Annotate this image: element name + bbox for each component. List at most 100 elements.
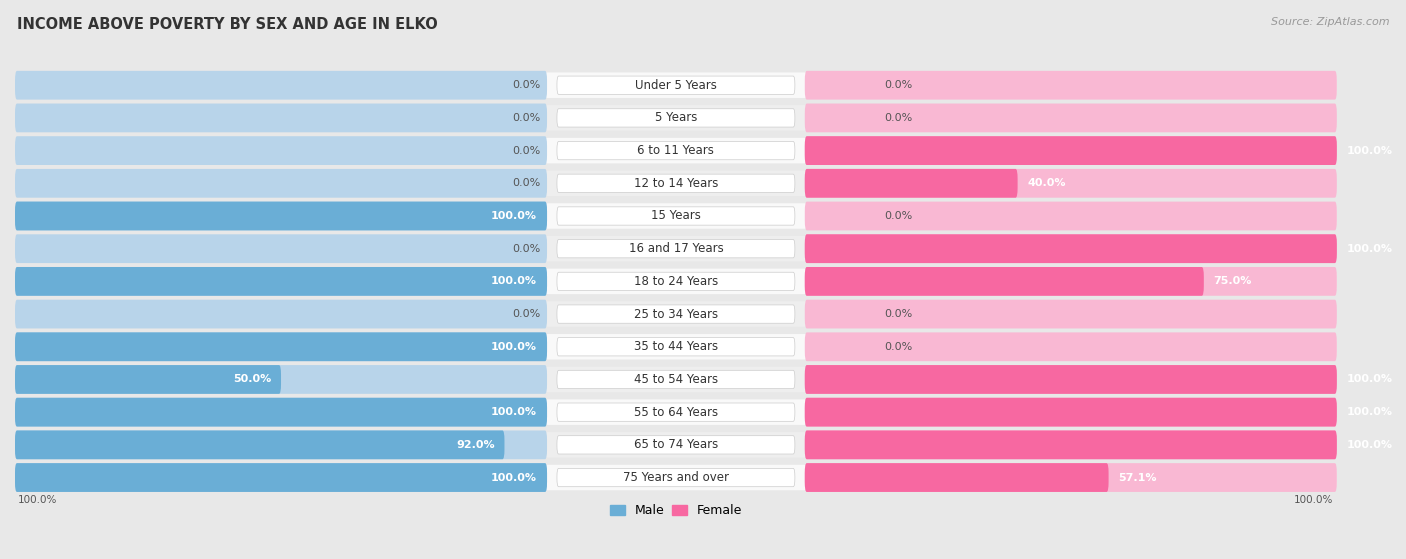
- Text: 0.0%: 0.0%: [884, 342, 912, 352]
- FancyBboxPatch shape: [15, 136, 547, 165]
- Text: 6 to 11 Years: 6 to 11 Years: [637, 144, 714, 157]
- FancyBboxPatch shape: [804, 169, 1018, 198]
- FancyBboxPatch shape: [15, 333, 547, 361]
- FancyBboxPatch shape: [15, 236, 1337, 262]
- FancyBboxPatch shape: [15, 202, 547, 230]
- FancyBboxPatch shape: [15, 103, 547, 132]
- Text: 15 Years: 15 Years: [651, 210, 700, 222]
- FancyBboxPatch shape: [15, 170, 1337, 196]
- FancyBboxPatch shape: [557, 76, 794, 94]
- Text: 0.0%: 0.0%: [512, 145, 540, 155]
- FancyBboxPatch shape: [804, 267, 1204, 296]
- Text: 0.0%: 0.0%: [512, 80, 540, 90]
- Text: 57.1%: 57.1%: [1119, 472, 1157, 482]
- FancyBboxPatch shape: [15, 169, 547, 198]
- Text: 100.0%: 100.0%: [1347, 375, 1393, 385]
- FancyBboxPatch shape: [804, 463, 1108, 492]
- FancyBboxPatch shape: [804, 430, 1337, 459]
- Text: 0.0%: 0.0%: [884, 309, 912, 319]
- Text: 0.0%: 0.0%: [512, 309, 540, 319]
- FancyBboxPatch shape: [557, 338, 794, 356]
- Text: 100.0%: 100.0%: [1347, 440, 1393, 450]
- FancyBboxPatch shape: [15, 105, 1337, 131]
- FancyBboxPatch shape: [15, 202, 547, 230]
- Text: 75.0%: 75.0%: [1213, 276, 1253, 286]
- FancyBboxPatch shape: [15, 300, 547, 329]
- FancyBboxPatch shape: [15, 367, 1337, 392]
- FancyBboxPatch shape: [804, 398, 1337, 427]
- FancyBboxPatch shape: [15, 203, 1337, 229]
- FancyBboxPatch shape: [804, 398, 1337, 427]
- Text: INCOME ABOVE POVERTY BY SEX AND AGE IN ELKO: INCOME ABOVE POVERTY BY SEX AND AGE IN E…: [17, 17, 437, 32]
- FancyBboxPatch shape: [15, 365, 281, 394]
- Text: 40.0%: 40.0%: [1028, 178, 1066, 188]
- FancyBboxPatch shape: [804, 71, 1337, 100]
- FancyBboxPatch shape: [15, 398, 547, 427]
- FancyBboxPatch shape: [804, 234, 1337, 263]
- Text: 18 to 24 Years: 18 to 24 Years: [634, 275, 718, 288]
- Text: 100.0%: 100.0%: [1294, 495, 1333, 505]
- Legend: Male, Female: Male, Female: [605, 499, 747, 522]
- FancyBboxPatch shape: [557, 305, 794, 323]
- FancyBboxPatch shape: [804, 365, 1337, 394]
- Text: 35 to 44 Years: 35 to 44 Years: [634, 340, 718, 353]
- FancyBboxPatch shape: [15, 334, 1337, 359]
- FancyBboxPatch shape: [804, 300, 1337, 329]
- FancyBboxPatch shape: [557, 141, 794, 160]
- FancyBboxPatch shape: [557, 435, 794, 454]
- Text: 0.0%: 0.0%: [512, 178, 540, 188]
- FancyBboxPatch shape: [15, 432, 1337, 458]
- FancyBboxPatch shape: [804, 136, 1337, 165]
- FancyBboxPatch shape: [15, 430, 505, 459]
- Text: Under 5 Years: Under 5 Years: [636, 79, 717, 92]
- Text: 45 to 54 Years: 45 to 54 Years: [634, 373, 718, 386]
- FancyBboxPatch shape: [15, 73, 1337, 98]
- FancyBboxPatch shape: [15, 365, 547, 394]
- Text: 100.0%: 100.0%: [1347, 145, 1393, 155]
- Text: Source: ZipAtlas.com: Source: ZipAtlas.com: [1271, 17, 1389, 27]
- FancyBboxPatch shape: [804, 463, 1337, 492]
- Text: 0.0%: 0.0%: [512, 244, 540, 254]
- FancyBboxPatch shape: [15, 430, 547, 459]
- FancyBboxPatch shape: [15, 463, 547, 492]
- FancyBboxPatch shape: [15, 333, 547, 361]
- Text: 0.0%: 0.0%: [884, 211, 912, 221]
- FancyBboxPatch shape: [15, 463, 547, 492]
- FancyBboxPatch shape: [804, 234, 1337, 263]
- Text: 92.0%: 92.0%: [456, 440, 495, 450]
- FancyBboxPatch shape: [15, 267, 547, 296]
- Text: 100.0%: 100.0%: [491, 472, 537, 482]
- Text: 0.0%: 0.0%: [884, 113, 912, 123]
- FancyBboxPatch shape: [804, 333, 1337, 361]
- FancyBboxPatch shape: [557, 174, 794, 192]
- Text: 100.0%: 100.0%: [1347, 244, 1393, 254]
- Text: 0.0%: 0.0%: [512, 113, 540, 123]
- Text: 100.0%: 100.0%: [1347, 407, 1393, 417]
- FancyBboxPatch shape: [804, 430, 1337, 459]
- Text: 100.0%: 100.0%: [491, 342, 537, 352]
- Text: 50.0%: 50.0%: [233, 375, 271, 385]
- Text: 25 to 34 Years: 25 to 34 Years: [634, 307, 718, 320]
- Text: 100.0%: 100.0%: [491, 276, 537, 286]
- FancyBboxPatch shape: [557, 403, 794, 421]
- FancyBboxPatch shape: [804, 103, 1337, 132]
- Text: 100.0%: 100.0%: [18, 495, 58, 505]
- FancyBboxPatch shape: [804, 169, 1337, 198]
- FancyBboxPatch shape: [804, 202, 1337, 230]
- Text: 12 to 14 Years: 12 to 14 Years: [634, 177, 718, 190]
- FancyBboxPatch shape: [557, 468, 794, 487]
- Text: 55 to 64 Years: 55 to 64 Years: [634, 406, 718, 419]
- Text: 0.0%: 0.0%: [884, 80, 912, 90]
- FancyBboxPatch shape: [15, 234, 547, 263]
- FancyBboxPatch shape: [557, 207, 794, 225]
- FancyBboxPatch shape: [557, 109, 794, 127]
- FancyBboxPatch shape: [557, 370, 794, 389]
- FancyBboxPatch shape: [804, 267, 1337, 296]
- Text: 16 and 17 Years: 16 and 17 Years: [628, 242, 723, 255]
- FancyBboxPatch shape: [15, 465, 1337, 490]
- FancyBboxPatch shape: [15, 71, 547, 100]
- FancyBboxPatch shape: [15, 301, 1337, 327]
- Text: 5 Years: 5 Years: [655, 111, 697, 125]
- FancyBboxPatch shape: [15, 267, 547, 296]
- Text: 100.0%: 100.0%: [491, 407, 537, 417]
